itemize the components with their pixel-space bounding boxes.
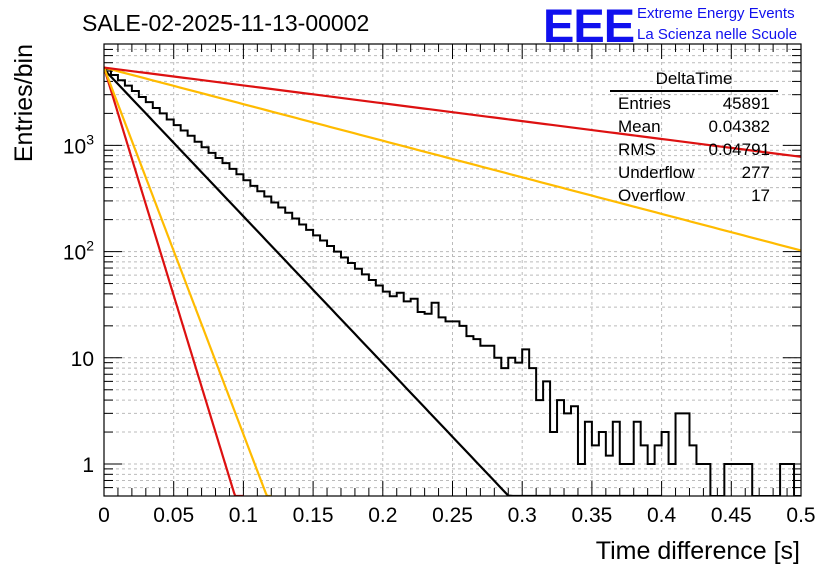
stat-value: 45891 [722,94,770,113]
x-tick-label: 0.3 [508,504,537,527]
stat-value: 17 [751,186,770,205]
x-tick-label: 0.5 [786,504,815,527]
stats-title: DeltaTime [610,68,778,92]
x-tick-label: 0.2 [368,504,397,527]
histogram-steps [104,68,801,496]
y-axis-title: Entries/bin [10,44,38,162]
stat-value: 0.04382 [708,117,770,136]
stat-label: Mean [618,117,661,136]
stats-row-mean: Mean 0.04382 [610,115,778,138]
fast-fit-red [104,67,244,496]
slow-fit-yellow [104,66,801,252]
y-tick-label: 103 [63,131,94,158]
chart-title: SALE-02-2025-11-13-00002 [82,10,370,36]
x-tick-label: 0.1 [229,504,258,527]
eee-logo: EEE [543,0,635,52]
stats-row-underflow: Underflow 277 [610,161,778,184]
x-tick-label: 0.4 [647,504,677,527]
main-fit [104,68,662,496]
stat-label: RMS [618,140,656,159]
stat-value: 277 [741,163,770,182]
stats-row-rms: RMS 0.04791 [610,138,778,161]
stat-label: Overflow [618,186,686,205]
x-tick-label: 0 [98,504,110,527]
stats-row-entries: Entries 45891 [610,92,778,115]
fast-fit-yellow [104,67,272,496]
stat-value: 0.04791 [708,140,770,159]
y-tick-label: 102 [63,238,94,265]
x-tick-label: 0.45 [711,504,752,527]
y-tick-label: 1 [82,454,94,477]
stat-label: Entries [618,94,671,113]
x-tick-label: 0.15 [293,504,334,527]
x-axis-title: Time difference [s] [596,537,800,565]
stat-label: Underflow [618,163,695,182]
stats-box: DeltaTime Entries 45891 Mean 0.04382 RMS… [610,68,778,207]
y-tick-label: 10 [71,348,94,371]
x-tick-label: 0.05 [153,504,194,527]
x-tick-label: 0.35 [571,504,612,527]
stats-row-overflow: Overflow 17 [610,184,778,207]
slow-fit-red [104,66,801,158]
logo-line-2: La Scienza nelle Scuole [637,26,798,43]
plot-frame [103,43,802,497]
x-tick-label: 0.25 [432,504,473,527]
logo-line-1: Extreme Energy Events [637,5,795,22]
